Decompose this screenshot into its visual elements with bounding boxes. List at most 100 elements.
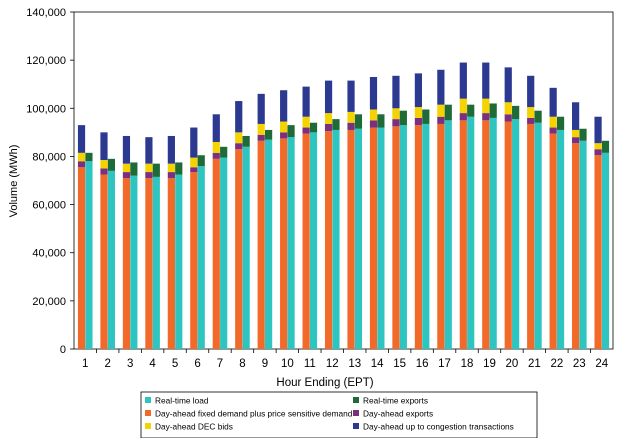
y-tick-label: 80,000 [32, 151, 66, 163]
bar-segment [459, 113, 467, 121]
bar-segment [504, 114, 512, 122]
x-tick-label: 17 [438, 358, 451, 370]
bar-segment [437, 104, 445, 117]
bar-segment [594, 116, 602, 144]
x-tick-label: 11 [304, 358, 316, 370]
bar-segment [100, 132, 108, 161]
bar-segment [392, 119, 400, 127]
bar-segment [130, 162, 138, 176]
bar-segment [527, 123, 535, 349]
bar-segment [414, 107, 423, 118]
x-axis-label: Hour Ending (EPT) [276, 377, 373, 389]
bar-segment [579, 128, 587, 141]
bar-segment [257, 134, 265, 141]
x-tick-label: 14 [371, 358, 384, 370]
bar-segment [175, 162, 183, 175]
bar-segment [324, 113, 333, 124]
bar-segment [220, 146, 228, 158]
bar-segment [235, 149, 243, 349]
bar-segment [422, 123, 430, 349]
x-tick-label: 7 [217, 358, 223, 370]
bar-segment [190, 127, 198, 158]
y-tick-label: 140,000 [26, 7, 66, 19]
x-tick-label: 18 [461, 358, 474, 370]
bar-segment [414, 125, 423, 349]
bar-segment [354, 114, 363, 129]
bar-segment [414, 73, 423, 108]
bar-segment [324, 123, 333, 132]
bar-segment [212, 114, 220, 142]
x-axis: 1 2 3 4 5 6 7 8 9 10 11 12 13 14 15 16 17 18 19 20 21 22 23 24 [82, 349, 609, 370]
x-tick-label: 16 [416, 358, 429, 370]
legend: Real-time load Real-time exports Day-ahead… [140, 391, 538, 438]
bar-segment [242, 146, 250, 349]
legend-label: Real-time load [155, 396, 209, 406]
bar-segment [459, 98, 467, 114]
bar-segment [212, 152, 220, 159]
bar-segment [107, 170, 115, 349]
legend-label: Real-time exports [363, 396, 428, 406]
bar-segment [482, 113, 490, 121]
bar-segment [549, 87, 557, 117]
bar-segment [85, 161, 93, 349]
bar-segment [444, 120, 452, 349]
bar-segment [527, 75, 535, 108]
bar-segment [145, 137, 153, 164]
y-tick-label: 40,000 [32, 248, 66, 260]
bar-segment [399, 110, 407, 126]
x-tick-label: 13 [348, 358, 361, 370]
bar-segment [257, 93, 265, 124]
bar-segment [280, 90, 288, 122]
bar-segment [534, 122, 542, 349]
bar-segment [459, 120, 467, 349]
bar-segment [332, 129, 340, 349]
legend-label: Day-ahead up to congestion transactions [363, 422, 514, 432]
bar-segment [280, 138, 288, 349]
bar-segment [302, 116, 310, 128]
bar-segment [212, 141, 220, 153]
bar-segment [347, 111, 355, 123]
bar-segment [302, 127, 310, 134]
bar-segment [175, 174, 183, 349]
bar-segment [556, 129, 565, 349]
bar-segment [264, 139, 273, 349]
bar-segment [467, 116, 475, 349]
bar-segment [437, 69, 445, 105]
bar-segment [122, 172, 131, 179]
legend-swatch [353, 410, 359, 416]
bar-segment [601, 140, 610, 153]
y-tick-label: 120,000 [26, 55, 66, 67]
x-tick-label: 24 [595, 358, 608, 370]
bar-segment [392, 126, 400, 349]
bar-segment [197, 166, 205, 349]
bar-segment [190, 157, 198, 168]
bar-segment [489, 103, 497, 118]
bar-segment [504, 67, 512, 103]
bar-segment [100, 168, 108, 175]
legend-label: Day-ahead fixed demand plus price sensit… [155, 409, 353, 419]
x-tick-label: 15 [393, 358, 406, 370]
bar-segment [482, 98, 490, 114]
bar-segment [579, 140, 587, 349]
bar-segment [504, 121, 512, 350]
bar-segment [414, 117, 423, 126]
x-tick-label: 21 [528, 358, 541, 370]
x-tick-label: 20 [506, 358, 519, 370]
plot-area [73, 11, 614, 350]
bar-segment [122, 178, 131, 349]
bar-segment [347, 129, 355, 349]
bar-segment [85, 152, 93, 162]
legend-label: Day-ahead DEC bids [155, 422, 233, 432]
bar-segment [145, 163, 153, 173]
bar-segment [594, 155, 602, 349]
bar-segment [287, 137, 295, 349]
bar-segment [572, 137, 580, 144]
bar-segment [549, 127, 557, 134]
bar-segment [167, 178, 175, 349]
y-axis: 0 20,000 40,000 60,000 80,000 100,000 120,000 1… [26, 7, 74, 356]
bar-segment [332, 119, 340, 130]
x-tick-label: 23 [573, 358, 586, 370]
bar-segment [77, 125, 86, 153]
bar-segment [122, 135, 131, 164]
bar-segment [100, 174, 108, 349]
